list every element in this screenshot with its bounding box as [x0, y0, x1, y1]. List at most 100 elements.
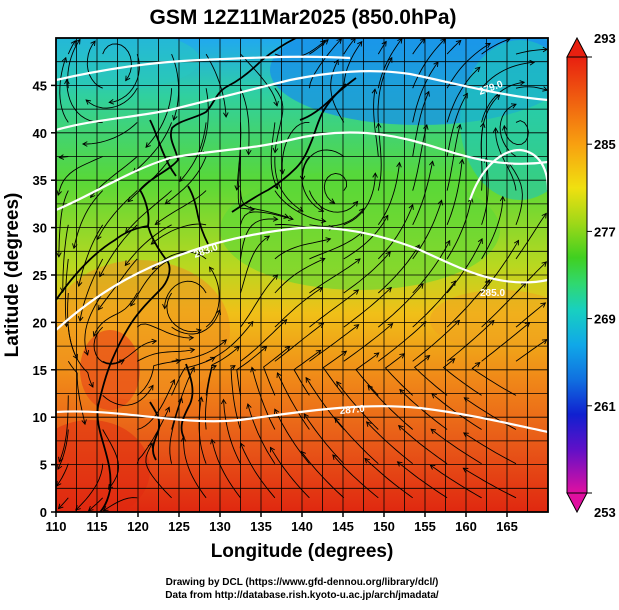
- streamline: [274, 156, 304, 212]
- streamline-arrow: [57, 464, 63, 471]
- streamline: [442, 358, 482, 396]
- streamline: [164, 280, 207, 309]
- streamline-arrow: [261, 345, 268, 352]
- streamline: [515, 261, 547, 294]
- streamline: [151, 223, 207, 245]
- streamline-arrow: [463, 432, 469, 438]
- coastlines: [56, 38, 357, 512]
- streamline: [377, 38, 403, 89]
- streamline-arrow: [336, 381, 342, 387]
- streamline: [309, 231, 364, 260]
- streamline: [446, 93, 468, 157]
- streamline-arrow: [276, 372, 282, 378]
- streamline-arrow: [281, 318, 288, 325]
- streamline-arrow: [297, 206, 304, 212]
- streamline-arrow: [96, 234, 102, 241]
- streamline-arrow: [272, 274, 279, 280]
- contour-label: 287.0: [339, 404, 365, 417]
- streamline-arrow: [429, 464, 436, 470]
- credit-drawing: Drawing by DCL (https://www.gfd-dennou.o…: [166, 577, 439, 588]
- streamline: [464, 397, 517, 430]
- x-tick-label: 150: [373, 519, 395, 534]
- streamline: [124, 224, 172, 266]
- streamline-arrow: [341, 350, 348, 356]
- streamline-arrow: [188, 335, 195, 341]
- streamline-arrow: [179, 176, 185, 183]
- streamline: [155, 190, 207, 225]
- streamline: [251, 367, 276, 430]
- streamline: [198, 397, 207, 464]
- streamline-arrow: [387, 322, 394, 329]
- streamline: [302, 149, 345, 181]
- streamline-arrow: [455, 39, 462, 46]
- streamline: [240, 218, 278, 259]
- streamline: [308, 38, 342, 89]
- streamline: [355, 352, 380, 396]
- streamline-arrow: [300, 450, 306, 457]
- streamline: [73, 190, 104, 249]
- streamline: [481, 322, 530, 362]
- streamline: [274, 409, 310, 464]
- streamline-arrow: [97, 304, 104, 311]
- colorbar-label: 261: [594, 399, 616, 414]
- colorbar-label: 253: [594, 505, 616, 520]
- streamline: [471, 362, 517, 396]
- streamline-arrow: [499, 195, 506, 202]
- streamline-arrow: [454, 319, 461, 326]
- streamline: [332, 454, 379, 499]
- streamline-arrow: [350, 38, 356, 43]
- streamline-arrow: [333, 59, 339, 66]
- streamline-arrow: [249, 206, 255, 212]
- streamline-arrow: [488, 319, 495, 326]
- streamline-arrow: [75, 38, 81, 45]
- streamline: [309, 258, 361, 294]
- streamline: [446, 320, 495, 362]
- streamline: [237, 156, 255, 210]
- streamline: [300, 451, 345, 499]
- streamline-arrow: [364, 457, 370, 464]
- streamline: [412, 61, 439, 123]
- streamline-arrow: [151, 338, 158, 345]
- streamline-arrow: [99, 271, 105, 278]
- streamline-arrow: [477, 238, 483, 244]
- streamline: [377, 41, 387, 55]
- streamline: [103, 497, 138, 511]
- x-axis-ticks: 110 115 120 125 130 135 140 145 150 155 160 165: [46, 512, 518, 534]
- streamline-arrow: [367, 384, 373, 391]
- streamline-arrow: [474, 362, 481, 368]
- streamline: [480, 94, 500, 157]
- streamline-arrow: [541, 212, 547, 219]
- y-tick-label: 5: [40, 458, 47, 473]
- streamline: [412, 320, 460, 362]
- streamline: [169, 397, 183, 464]
- streamline: [236, 122, 242, 190]
- y-tick-label: 10: [33, 410, 47, 425]
- colorbar-top-arrow: [566, 36, 588, 58]
- streamline-arrow: [431, 392, 437, 399]
- streamline: [57, 156, 103, 196]
- streamline: [276, 372, 310, 430]
- streamline-arrow: [494, 94, 501, 101]
- plot-area: 279.0 283.0 285.0 287.0: [56, 38, 548, 512]
- streamline: [145, 442, 172, 499]
- streamline-arrow: [148, 384, 154, 391]
- streamline-arrow: [221, 339, 228, 345]
- streamline: [199, 88, 209, 155]
- streamline: [58, 190, 69, 257]
- y-tick-label: 25: [33, 268, 47, 283]
- y-tick-label: 15: [33, 363, 47, 378]
- streamline-arrow: [230, 365, 236, 371]
- streamline-arrow: [154, 219, 161, 225]
- streamline-arrow: [250, 366, 256, 373]
- streamline-arrow: [269, 446, 275, 453]
- streamline-arrow: [172, 115, 178, 121]
- streamline: [102, 43, 132, 81]
- streamline: [515, 302, 546, 328]
- streamline: [446, 280, 490, 328]
- streamline: [247, 403, 276, 464]
- streamline: [343, 323, 393, 362]
- streamline: [274, 322, 324, 362]
- streamline: [309, 208, 364, 227]
- streamline-arrow: [248, 320, 254, 327]
- streamline: [398, 425, 448, 465]
